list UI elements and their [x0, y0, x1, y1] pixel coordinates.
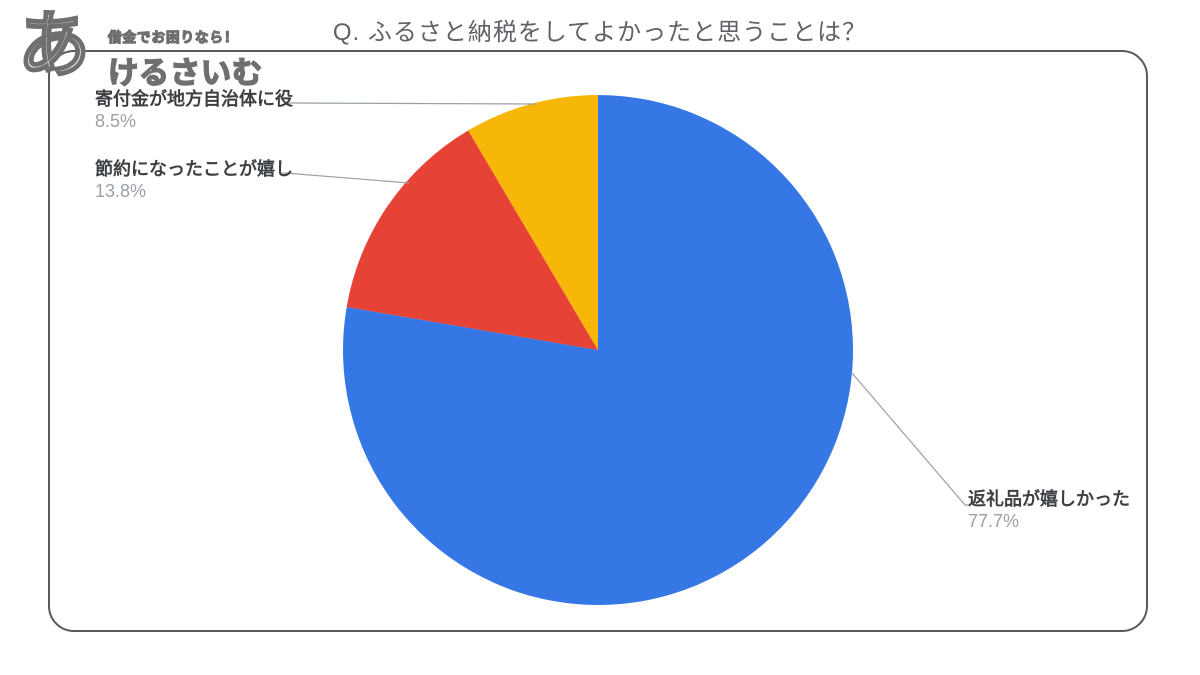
- slice-label: 返礼品が嬉しかった: [968, 488, 1130, 509]
- slice-percentage: 8.5%: [95, 111, 136, 131]
- slice-label: 寄付金が地方自治体に役: [95, 88, 293, 109]
- slice-percentage: 77.7%: [968, 511, 1019, 531]
- slice-label: 節約になったことが嬉し: [95, 158, 293, 179]
- leader-line: [285, 103, 536, 104]
- pie-chart: 返礼品が嬉しかった77.7% 節約になったことが嬉し13.8% 寄付金が地方自治体に…: [0, 0, 1200, 675]
- leader-line: [282, 173, 409, 183]
- leader-line: [852, 373, 968, 505]
- slice-percentage: 13.8%: [95, 181, 146, 201]
